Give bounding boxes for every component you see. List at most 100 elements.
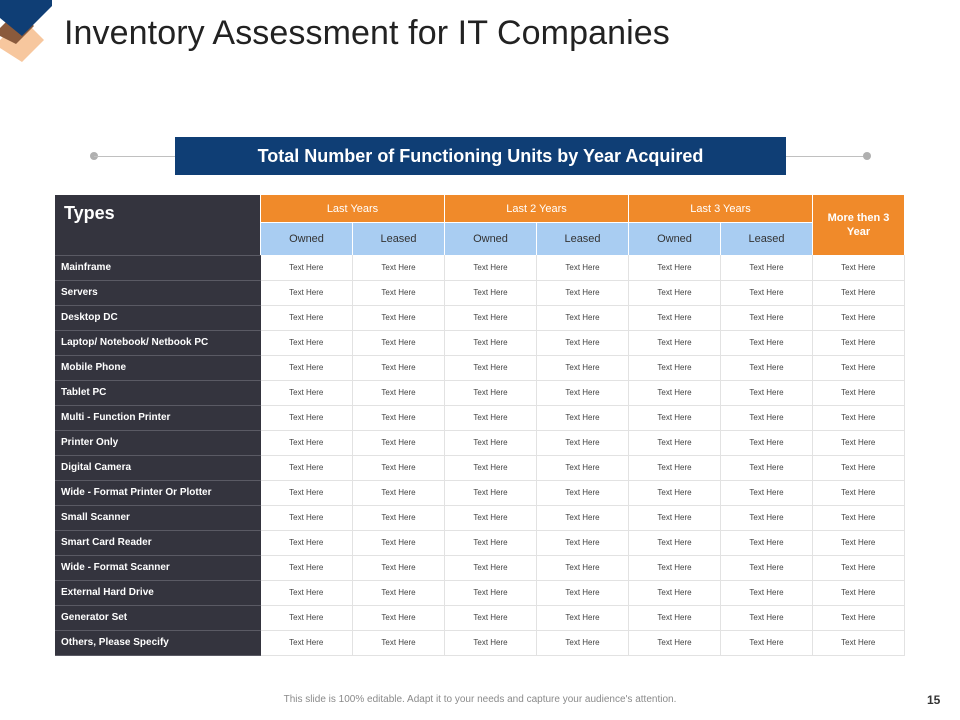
table-cell: Text Here [260, 505, 353, 531]
row-label: Others, Please Specify [55, 630, 261, 656]
table-cell: Text Here [352, 505, 445, 531]
table-cell: Text Here [628, 355, 721, 381]
table-cell: Text Here [628, 605, 721, 631]
table-cell: Text Here [444, 255, 537, 281]
types-header: Types [55, 195, 261, 256]
row-label: Tablet PC [55, 380, 261, 406]
table-cell: Text Here [260, 455, 353, 481]
table-cell: Text Here [628, 580, 721, 606]
table-cell: Text Here [628, 455, 721, 481]
page-number: 15 [927, 693, 941, 707]
table-row: Printer Only Text Here Text Here Text Here T… [55, 430, 905, 456]
table-cell: Text Here [260, 255, 353, 281]
table-row: Mainframe Text Here Text Here Text Here Text… [55, 255, 905, 281]
right-dot [863, 152, 871, 160]
table-cell: Text Here [444, 480, 537, 506]
table-cell: Text Here [536, 355, 629, 381]
table-cell: Text Here [720, 305, 813, 331]
group-header-last-years: Last Years [260, 195, 445, 223]
group-header-last-2-years: Last 2 Years [444, 195, 629, 223]
table-cell: Text Here [720, 580, 813, 606]
table-cell: Text Here [720, 255, 813, 281]
table-row: Others, Please Specify Text Here Text Here… [55, 630, 905, 656]
table-cell: Text Here [536, 280, 629, 306]
table-cell: Text Here [536, 430, 629, 456]
table-cell: Text Here [812, 380, 905, 406]
subheader-owned: Owned [260, 222, 353, 255]
left-divider [94, 156, 178, 157]
table-cell: Text Here [720, 455, 813, 481]
row-label: Smart Card Reader [55, 530, 261, 556]
table-cell: Text Here [812, 480, 905, 506]
table-row: Servers Text Here Text Here Text Here Text H… [55, 280, 905, 306]
table-cell: Text Here [352, 455, 445, 481]
table-cell: Text Here [628, 530, 721, 556]
subheader-leased: Leased [352, 222, 445, 255]
table-body: Mainframe Text Here Text Here Text Here Text… [55, 255, 905, 656]
row-label: Mobile Phone [55, 355, 261, 381]
inventory-table: Types Last Years Last 2 Years Last 3 Yea… [55, 195, 905, 656]
table-cell: Text Here [260, 380, 353, 406]
row-label: Laptop/ Notebook/ Netbook PC [55, 330, 261, 356]
row-label: Printer Only [55, 430, 261, 456]
table-cell: Text Here [260, 405, 353, 431]
row-label: Desktop DC [55, 305, 261, 331]
table-cell: Text Here [352, 555, 445, 581]
row-label: Multi - Function Printer [55, 405, 261, 431]
table-cell: Text Here [352, 355, 445, 381]
table-cell: Text Here [536, 255, 629, 281]
row-label: Generator Set [55, 605, 261, 631]
table-cell: Text Here [628, 280, 721, 306]
table-cell: Text Here [352, 330, 445, 356]
subheader-owned: Owned [628, 222, 721, 255]
table-cell: Text Here [444, 430, 537, 456]
table-row: Multi - Function Printer Text Here Text He… [55, 405, 905, 431]
table-cell: Text Here [720, 505, 813, 531]
table-cell: Text Here [260, 530, 353, 556]
subheader-leased: Leased [536, 222, 629, 255]
table-cell: Text Here [720, 280, 813, 306]
row-label: Small Scanner [55, 505, 261, 531]
table-cell: Text Here [812, 405, 905, 431]
table-cell: Text Here [628, 480, 721, 506]
table-cell: Text Here [720, 380, 813, 406]
table-cell: Text Here [352, 255, 445, 281]
table-cell: Text Here [352, 480, 445, 506]
table-cell: Text Here [352, 280, 445, 306]
table-cell: Text Here [444, 530, 537, 556]
table-cell: Text Here [812, 580, 905, 606]
table-cell: Text Here [444, 405, 537, 431]
row-label: External Hard Drive [55, 580, 261, 606]
subtitle-banner: Total Number of Functioning Units by Yea… [90, 137, 871, 175]
table-cell: Text Here [444, 330, 537, 356]
table-cell: Text Here [720, 430, 813, 456]
table-cell: Text Here [628, 405, 721, 431]
table-cell: Text Here [260, 630, 353, 656]
table-cell: Text Here [628, 430, 721, 456]
table-cell: Text Here [536, 330, 629, 356]
table-row: Tablet PC Text Here Text Here Text Here Text… [55, 380, 905, 406]
table-row: Digital Camera Text Here Text Here Text Her… [55, 455, 905, 481]
table-cell: Text Here [536, 380, 629, 406]
table-cell: Text Here [260, 480, 353, 506]
table-cell: Text Here [720, 555, 813, 581]
more-label: More then 3 Year [827, 212, 890, 238]
table-cell: Text Here [812, 530, 905, 556]
table-cell: Text Here [536, 630, 629, 656]
row-label: Servers [55, 280, 261, 306]
table-cell: Text Here [260, 580, 353, 606]
group-header-more-than-3-year: More then 3 Year [812, 195, 904, 255]
page-title: Inventory Assessment for IT Companies [64, 14, 670, 52]
table-cell: Text Here [536, 580, 629, 606]
table-cell: Text Here [260, 430, 353, 456]
table-cell: Text Here [628, 305, 721, 331]
table-cell: Text Here [352, 605, 445, 631]
table-cell: Text Here [720, 355, 813, 381]
table-cell: Text Here [812, 455, 905, 481]
right-divider [786, 156, 866, 157]
table-cell: Text Here [444, 605, 537, 631]
table-cell: Text Here [444, 305, 537, 331]
table-cell: Text Here [720, 630, 813, 656]
table-cell: Text Here [628, 380, 721, 406]
table-cell: Text Here [628, 330, 721, 356]
